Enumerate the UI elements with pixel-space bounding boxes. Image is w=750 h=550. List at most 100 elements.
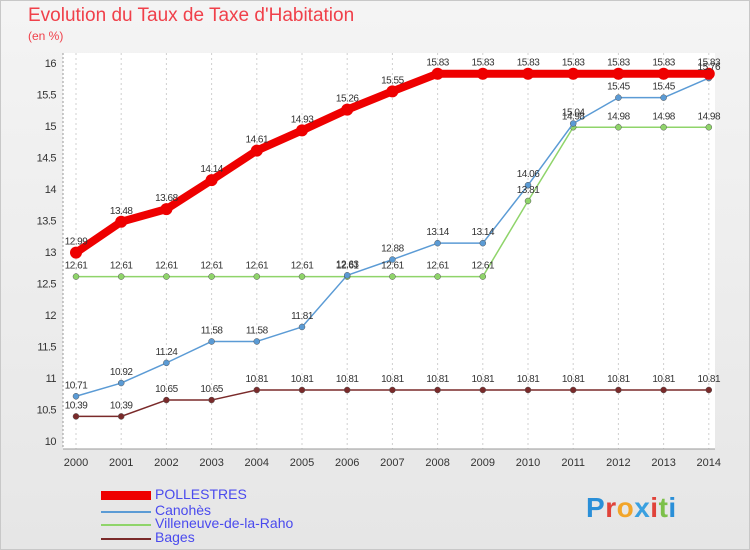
data-point [567,67,580,80]
proxiti-logo: Proxiti [586,492,677,524]
data-label: 12.63 [336,259,359,270]
x-tick-label: 2011 [561,457,585,469]
data-point [524,197,532,205]
x-tick-label: 2012 [606,457,630,469]
data-point [389,256,396,263]
x-tick-label: 2005 [290,457,314,469]
data-label: 15.83 [517,58,540,69]
data-label: 10.92 [110,367,133,378]
y-tick-label: 11 [46,373,57,385]
data-label: 10.81 [291,374,314,385]
data-label: 10.81 [652,374,675,385]
legend-swatch [101,491,151,500]
data-label: 15.83 [426,58,449,69]
data-point [660,94,667,101]
data-label: 12.61 [291,261,314,272]
legend-label: Canohès [155,502,212,518]
data-label: 14.98 [607,111,630,122]
data-label: 13.68 [155,193,178,204]
data-label: 12.99 [65,237,88,248]
data-label: 10.81 [472,374,495,385]
data-point [163,273,170,280]
y-tick-label: 15 [45,121,57,133]
y-tick-label: 12.5 [37,279,57,291]
y-tick-label: 10 [45,436,57,448]
y-tick-label: 10.5 [37,405,57,417]
legend-swatch [101,524,151,526]
data-point [431,67,444,80]
y-tick-label: 15.5 [37,90,57,102]
data-label: 11.81 [291,311,314,322]
legend-label: Bages [155,529,195,545]
y-tick-label: 12 [45,310,57,322]
data-point [389,273,396,280]
data-label: 14.98 [652,111,675,122]
data-label: 10.81 [607,374,630,385]
data-point [163,396,170,404]
data-point [389,386,396,394]
x-tick-label: 2010 [516,457,540,469]
data-label: 14.14 [200,164,223,175]
data-label: 15.83 [472,58,495,69]
axes: 10 10.5 11 11.5 12 12.5 13 13.5 14 14.5 15 15.5 16 20… [37,53,721,469]
data-label: 15.55 [381,75,404,86]
data-label: 14.98 [562,111,585,122]
data-label: 14.06 [517,169,540,180]
x-tick-label: 2013 [651,457,675,469]
data-label: 15.83 [562,58,585,69]
data-point [298,273,306,280]
data-label: 11.58 [201,325,224,336]
data-label: 15.45 [652,82,675,93]
logo-letter: t [658,492,669,523]
data-point [569,386,577,394]
x-tick-label: 2008 [425,457,449,469]
x-tick-label: 2002 [154,457,178,469]
data-label: 15.83 [607,58,630,69]
plot-area [63,53,715,449]
data-point [208,396,215,404]
data-point [298,386,306,394]
data-point [253,386,261,394]
y-tick-label: 11.5 [37,342,56,354]
data-point [115,215,128,228]
data-label: 10.81 [517,374,540,385]
data-label: 13.14 [472,227,495,238]
data-point [434,386,441,394]
data-point [343,386,351,394]
data-point [298,323,306,331]
y-tick-label: 16 [45,58,57,70]
data-label: 10.81 [336,374,359,385]
data-label: 10.71 [65,380,88,391]
grid-lines [75,53,710,449]
data-point [117,273,125,280]
data-label: 12.61 [200,261,223,272]
data-point [343,272,351,279]
data-point [253,273,261,280]
data-label: 12.61 [381,261,404,272]
data-label: 10.81 [426,374,449,385]
data-point [117,379,125,387]
data-label: 14.93 [291,114,314,125]
y-tick-label: 14 [45,184,57,196]
legend-swatch [101,538,151,540]
x-tick-label: 2007 [380,457,404,469]
data-point [569,120,577,127]
x-tick-label: 2000 [64,457,88,469]
data-label: 12.61 [336,261,359,272]
data-point [253,338,261,345]
logo-letter: i [650,492,659,523]
data-label: 14.98 [698,111,721,122]
data-point [208,273,215,280]
data-point [612,67,625,80]
data-label: 15.83 [698,58,721,69]
data-point [205,174,218,187]
legend-label: POLLESTRES [155,486,247,502]
x-tick-label: 2006 [335,457,359,469]
data-label: 11.24 [156,347,179,358]
data-label: 15.45 [607,82,630,93]
logo-letter: P [586,492,606,523]
y-tick-label: 13 [45,247,57,259]
chart-subtitle: (en %) [28,29,64,43]
data-point [163,359,170,367]
data-label: 10.39 [65,400,88,411]
